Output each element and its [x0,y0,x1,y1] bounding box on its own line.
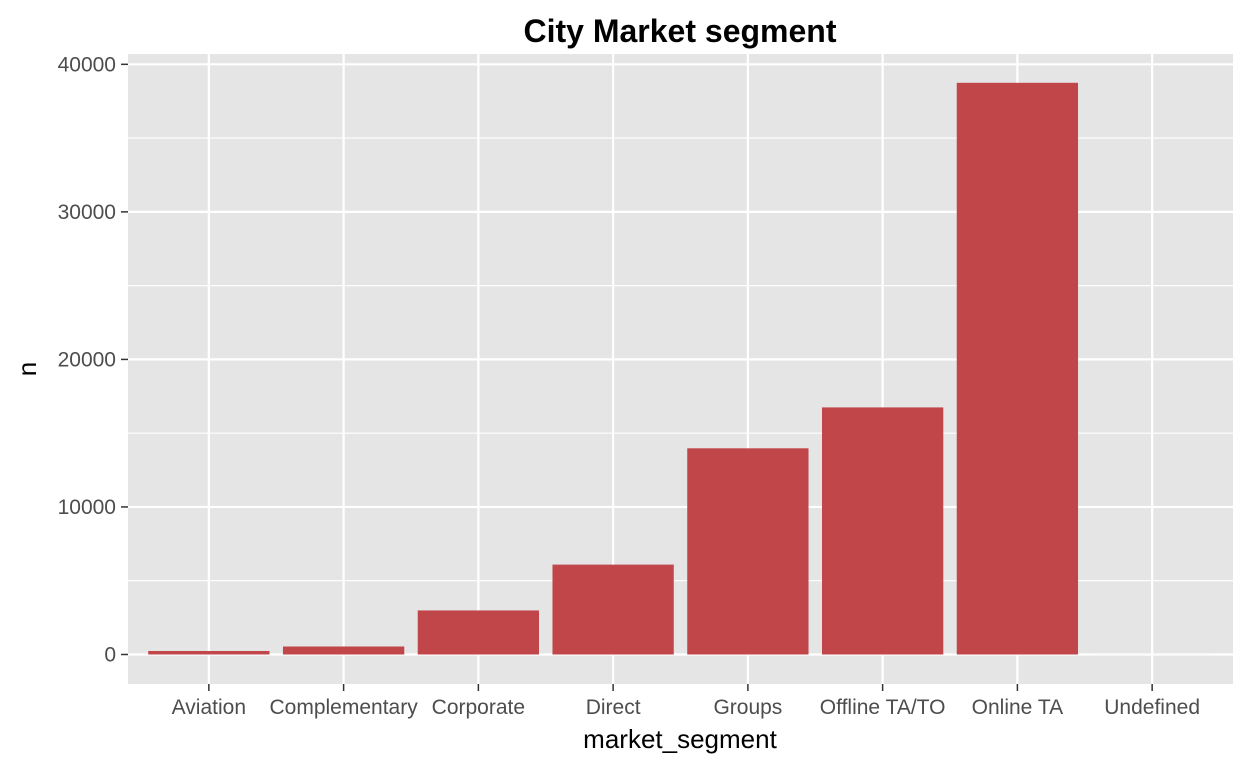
x-axis-ticks: Aviation Complementary Corporate Direct Grou… [172,684,1200,719]
y-tick-label: 10000 [58,496,116,519]
bar-complementary [283,646,404,654]
x-axis-title: market_segment [583,724,777,754]
x-tick-label: Offline TA/TO [820,696,946,719]
y-axis-ticks: 0 10000 20000 30000 40000 [58,53,128,666]
x-tick-label: Corporate [432,696,525,719]
bar-offline-ta-to [822,407,943,654]
x-tick-label: Undefined [1104,696,1200,719]
y-tick-label: 0 [104,643,116,666]
x-tick-label: Complementary [269,696,418,719]
bar-online-ta [957,83,1078,655]
x-tick-label: Aviation [172,696,246,719]
y-tick-label: 40000 [58,53,116,76]
bar-corporate [418,610,539,654]
chart-title: City Market segment [524,13,837,49]
bar-groups [687,448,808,654]
bar-aviation [148,651,269,654]
bar-direct [552,565,673,655]
y-axis-title: n [12,362,42,376]
y-tick-label: 20000 [58,348,116,371]
x-tick-label: Groups [713,696,782,719]
x-tick-label: Direct [586,696,641,719]
y-tick-label: 30000 [58,201,116,224]
x-tick-label: Online TA [972,696,1063,719]
